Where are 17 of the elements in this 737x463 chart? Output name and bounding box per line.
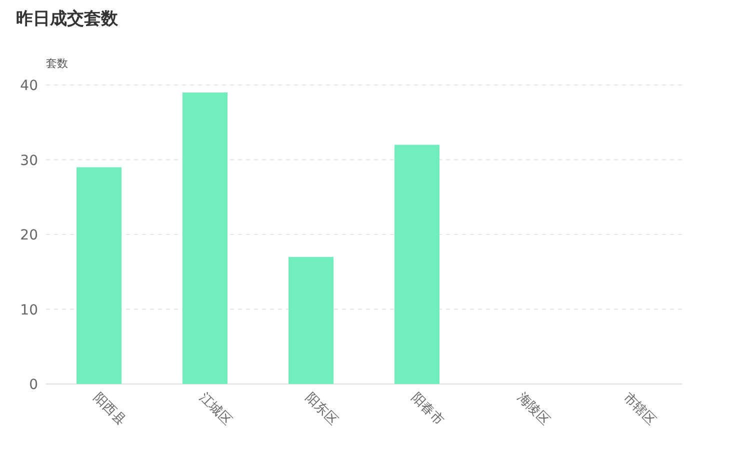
y-tick-label: 30	[20, 152, 38, 169]
y-tick-label: 40	[20, 78, 38, 94]
x-tick-label: 市辖区	[620, 390, 658, 428]
x-tick-label: 江城区	[196, 390, 234, 428]
y-tick-label: 0	[29, 377, 38, 393]
x-tick-label: 阳春市	[408, 390, 446, 428]
x-tick-label: 阳东区	[302, 390, 340, 428]
y-tick-label: 20	[20, 228, 38, 244]
x-tick-label: 阳西县	[90, 390, 128, 428]
x-tick-label: 海陵区	[514, 390, 552, 428]
bar	[76, 167, 122, 384]
bar	[394, 144, 440, 384]
bar	[288, 256, 334, 384]
y-axis-title: 套数	[46, 57, 68, 70]
bar	[182, 92, 228, 384]
chart-title: 昨日成交套数	[16, 9, 119, 29]
y-tick-label: 10	[20, 302, 38, 318]
